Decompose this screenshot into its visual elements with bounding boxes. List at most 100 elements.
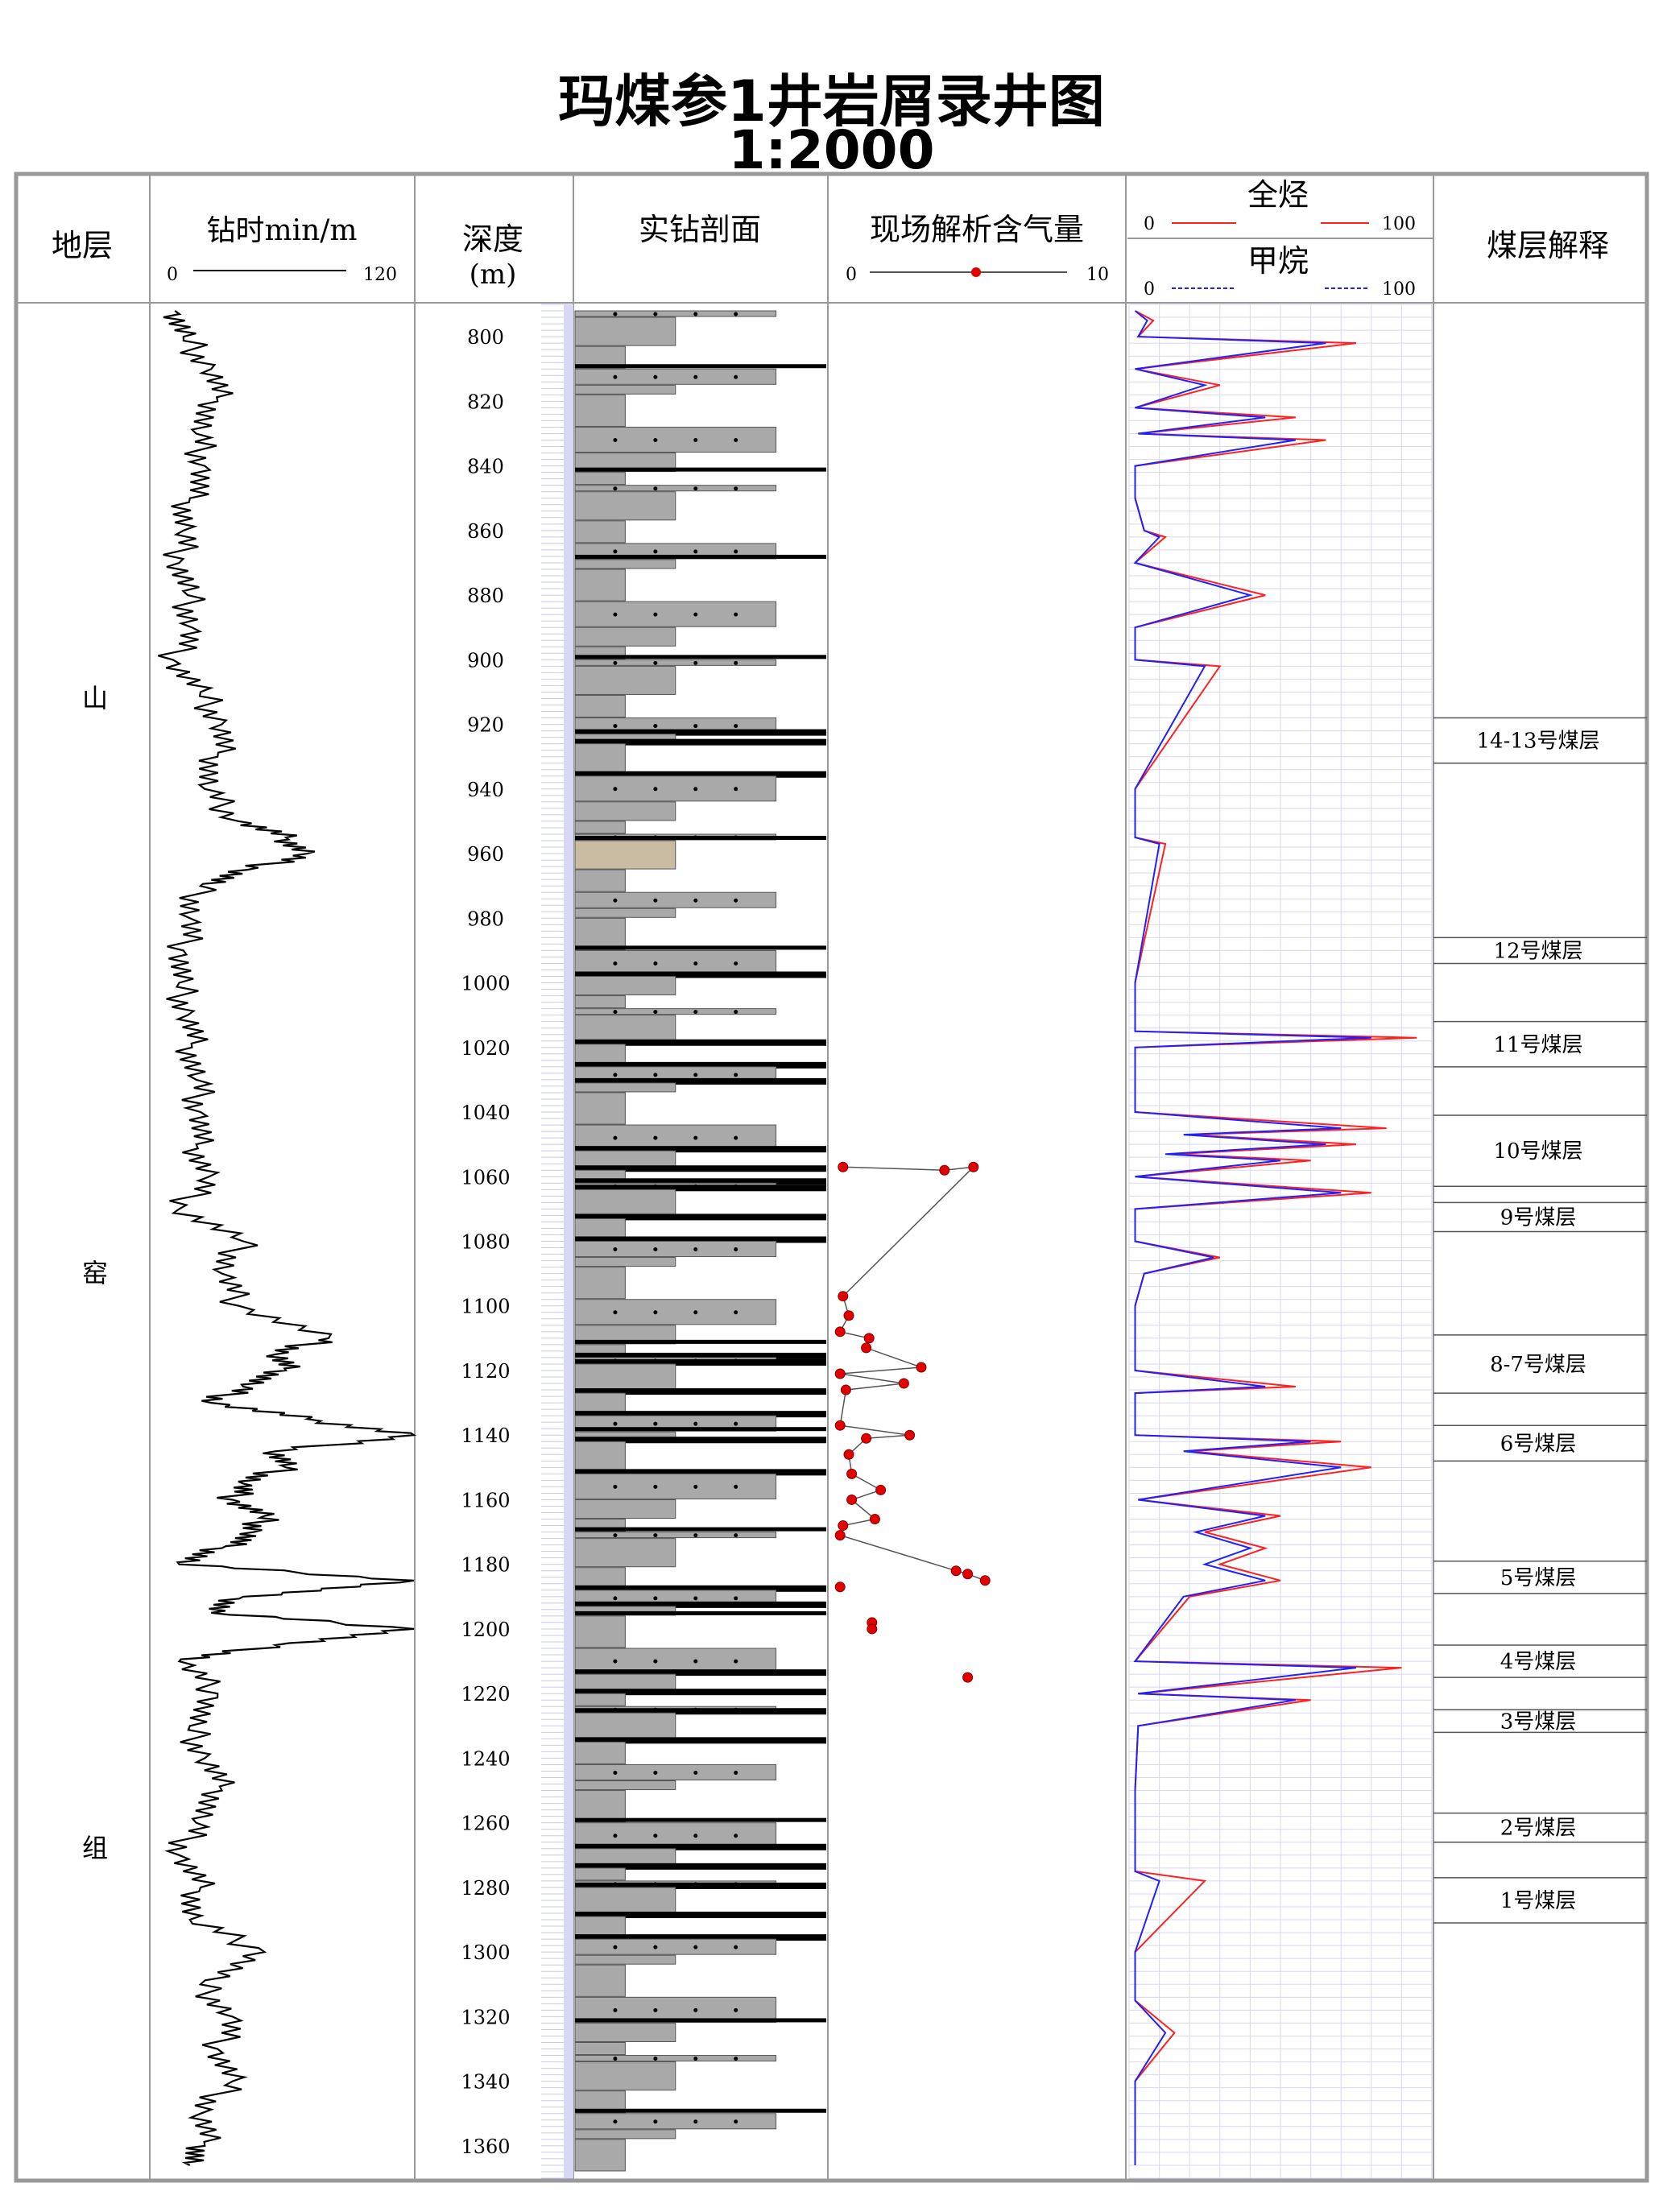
lithology-bed bbox=[574, 394, 626, 427]
coal-bed bbox=[575, 2108, 826, 2113]
lithology-dot bbox=[653, 787, 658, 792]
lithology-bed bbox=[574, 1763, 777, 1781]
lithology-dot bbox=[613, 1533, 618, 1538]
lithology-dot bbox=[653, 438, 658, 443]
lithology-bed bbox=[574, 2139, 626, 2172]
lithology-bed bbox=[574, 659, 777, 666]
lithology-dot bbox=[653, 961, 658, 965]
coal-bed bbox=[575, 729, 826, 736]
lithology-bed bbox=[574, 775, 777, 802]
gas-point bbox=[968, 1161, 979, 1172]
coal-seam-label: 10号煤层 bbox=[1493, 1139, 1582, 1164]
lithology-column bbox=[574, 310, 826, 2172]
lithology-bed bbox=[574, 2041, 626, 2056]
lithology-dot bbox=[693, 374, 698, 379]
lithology-dot bbox=[653, 1247, 658, 1252]
lithology-bed bbox=[574, 1299, 777, 1325]
lithology-bed bbox=[574, 1015, 676, 1044]
lithology-dot bbox=[693, 961, 698, 965]
lithology-dot bbox=[613, 1073, 618, 1077]
lithology-dot bbox=[693, 787, 698, 792]
gas-point bbox=[838, 1161, 849, 1172]
lithology-dot bbox=[653, 1310, 658, 1315]
coal-bed bbox=[575, 1061, 826, 1069]
lithology-dot bbox=[734, 1135, 738, 1140]
lithology-dot bbox=[693, 1484, 698, 1489]
lithology-dot bbox=[693, 549, 698, 554]
lithology-bed bbox=[574, 908, 676, 918]
lithology-dot bbox=[734, 2119, 738, 2124]
lithology-bed bbox=[574, 626, 676, 647]
coal-bed bbox=[575, 1411, 826, 1418]
depth-tick-label: 1000 bbox=[461, 973, 510, 995]
depth-tick-label: 940 bbox=[467, 779, 504, 801]
lithology-bed bbox=[574, 1441, 626, 1474]
lithology-dot bbox=[693, 2007, 698, 2012]
depth-tick-label: 1140 bbox=[461, 1424, 510, 1447]
coal-bed bbox=[575, 364, 826, 369]
lithology-dot bbox=[613, 374, 618, 379]
coal-bed bbox=[575, 945, 826, 950]
coal-bed bbox=[575, 1843, 826, 1850]
lithology-dot bbox=[693, 1135, 698, 1140]
coal-bed bbox=[575, 1185, 826, 1192]
lithology-dot bbox=[613, 1770, 618, 1775]
lithology-bed bbox=[574, 559, 676, 569]
lithology-bed bbox=[574, 665, 676, 695]
depth-tick-label: 1040 bbox=[461, 1102, 510, 1124]
coal-seam-label: 9号煤层 bbox=[1500, 1205, 1577, 1230]
gas-point bbox=[843, 1449, 854, 1460]
depth-tick-label: 1240 bbox=[461, 1747, 510, 1770]
lithology-bed bbox=[574, 1790, 626, 1823]
gas-content-column bbox=[834, 1161, 991, 1683]
lithology-dot bbox=[653, 612, 658, 617]
depth-tick-label: 920 bbox=[467, 714, 504, 737]
gas-point bbox=[838, 1291, 849, 1302]
gas-min: 0 bbox=[846, 265, 857, 285]
lithology-dot bbox=[613, 961, 618, 965]
lithology-dot bbox=[734, 1596, 738, 1601]
lithology-bed bbox=[574, 1867, 626, 1881]
drill-time-column bbox=[158, 310, 417, 2166]
gas-max: 10 bbox=[1086, 265, 1109, 285]
scale-label: 1:2000 bbox=[728, 119, 935, 181]
lithology-dot bbox=[693, 724, 698, 729]
lithology-bed bbox=[574, 891, 777, 908]
lithology-dot bbox=[734, 1310, 738, 1315]
lithology-bed bbox=[574, 1693, 626, 1706]
lithology-dot bbox=[693, 486, 698, 491]
lithology-dot bbox=[734, 1421, 738, 1426]
lithology-bed bbox=[574, 1008, 777, 1015]
lithology-dot bbox=[653, 1596, 658, 1601]
lithology-dot bbox=[653, 1533, 658, 1538]
lithology-bed bbox=[574, 1532, 777, 1539]
gas-point bbox=[962, 1569, 974, 1580]
depth-scale-bar bbox=[564, 304, 573, 2178]
lithology-bed bbox=[574, 1499, 676, 1519]
lithology-bed bbox=[574, 1741, 626, 1764]
header-depth: 深度 bbox=[462, 221, 523, 257]
coal-bed bbox=[575, 1388, 826, 1395]
header-depth-unit: (m) bbox=[470, 258, 517, 291]
coal-bed bbox=[575, 738, 826, 746]
depth-tick-label: 960 bbox=[467, 843, 504, 866]
column-dividers bbox=[149, 174, 1434, 2181]
depth-tick-label: 1220 bbox=[461, 1683, 510, 1706]
lithology-dot bbox=[613, 312, 618, 316]
depth-tick-label: 1260 bbox=[461, 1813, 510, 1835]
depth-tick-label: 1340 bbox=[461, 2071, 510, 2094]
coal-seam-label: 11号煤层 bbox=[1493, 1033, 1582, 1057]
lithology-dot bbox=[653, 549, 658, 554]
lithology-dot bbox=[653, 2057, 658, 2061]
lithology-dot bbox=[693, 1834, 698, 1838]
lithology-dot bbox=[693, 1310, 698, 1315]
lithology-dot bbox=[693, 1073, 698, 1077]
depth-tick-label: 1160 bbox=[461, 1489, 510, 1511]
lithology-dot bbox=[693, 1421, 698, 1426]
lithology-bed bbox=[574, 1822, 777, 1849]
coal-bed bbox=[575, 1236, 826, 1243]
lithology-bed bbox=[574, 743, 626, 776]
lithology-dot bbox=[653, 1770, 658, 1775]
lithology-dot bbox=[734, 1945, 738, 1949]
lithology-bed bbox=[574, 1615, 626, 1648]
